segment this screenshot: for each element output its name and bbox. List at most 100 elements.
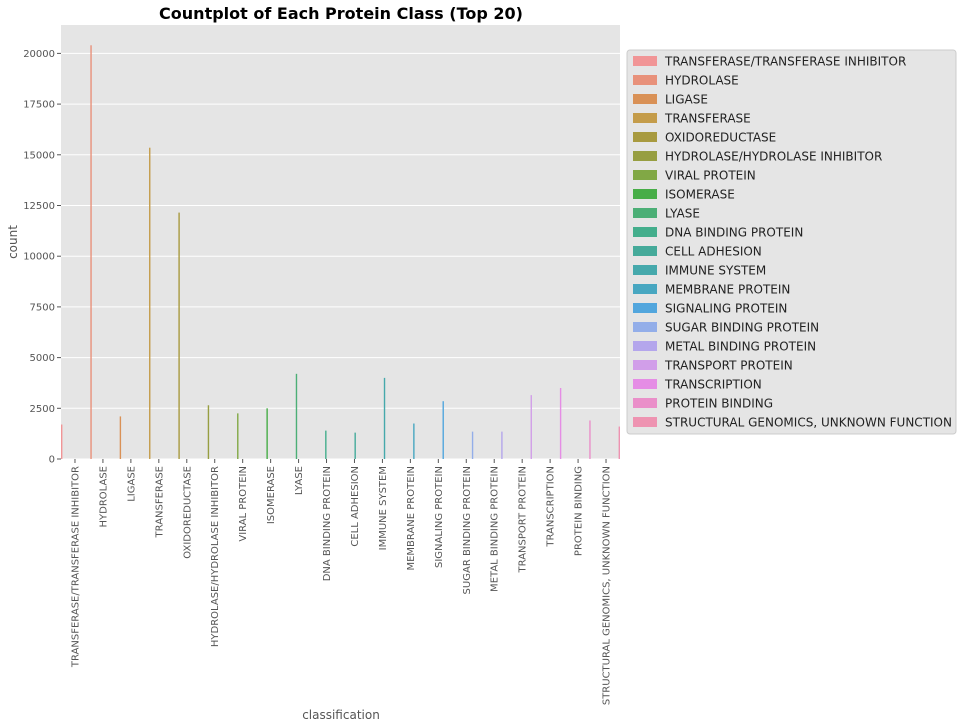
legend: TRANSFERASE/TRANSFERASE INHIBITOR HYDROLA…	[626, 49, 957, 435]
legend-label: LIGASE	[665, 93, 708, 107]
legend-swatch	[633, 75, 657, 85]
y-axis-ticks: 0 2500 5000 7500 10000 12500 15000 17500 20000	[23, 49, 61, 466]
legend-label: STRUCTURAL GENOMICS, UNKNOWN FUNCTION	[665, 416, 952, 430]
legend-label: ISOMERASE	[665, 188, 735, 202]
bar	[589, 420, 591, 459]
legend-swatch	[633, 360, 657, 370]
y-tick-label: 15000	[23, 150, 55, 161]
legend-swatch	[633, 227, 657, 237]
legend-swatch	[633, 398, 657, 408]
x-axis-label: classification	[302, 708, 380, 722]
legend-swatch	[633, 303, 657, 313]
bars	[61, 45, 620, 460]
legend-label: VIRAL PROTEIN	[665, 169, 756, 183]
y-tick-label: 10000	[23, 252, 55, 263]
bar	[266, 408, 268, 459]
y-tick-label: 12500	[23, 201, 55, 212]
legend-label: HYDROLASE	[665, 74, 739, 88]
legend-swatch	[633, 56, 657, 66]
legend-swatch	[633, 265, 657, 275]
legend-swatch	[633, 322, 657, 332]
bar	[442, 401, 444, 459]
legend-swatch	[633, 379, 657, 389]
bar	[354, 432, 356, 459]
legend-swatch	[633, 189, 657, 199]
bar	[149, 147, 151, 459]
x-tick-label: IMMUNE SYSTEM	[378, 466, 389, 550]
bar	[383, 377, 386, 459]
bar	[207, 405, 210, 459]
bar	[325, 430, 327, 459]
legend-label: SUGAR BINDING PROTEIN	[665, 321, 819, 335]
legend-swatch	[633, 284, 657, 294]
x-tick-label: TRANSFERASE/TRANSFERASE INHIBITOR	[70, 466, 81, 668]
x-tick-label: CELL ADHESION	[350, 466, 361, 547]
x-tick-label: HYDROLASE	[98, 466, 109, 527]
bar	[559, 388, 562, 459]
x-tick-label: MEMBRANE PROTEIN	[406, 466, 417, 571]
legend-label: HYDROLASE/HYDROLASE INHIBITOR	[665, 150, 882, 164]
x-tick-label: LIGASE	[126, 466, 137, 502]
bar	[501, 431, 503, 459]
y-tick-label: 7500	[30, 302, 55, 313]
legend-label: TRANSFERASE	[664, 112, 751, 126]
legend-swatch	[633, 341, 657, 351]
x-tick-label: TRANSFERASE	[154, 466, 165, 538]
x-tick-label: PROTEIN BINDING	[574, 466, 585, 556]
chart-title: Countplot of Each Protein Class (Top 20)	[159, 4, 523, 23]
legend-label: TRANSFERASE/TRANSFERASE INHIBITOR	[664, 55, 906, 69]
legend-label: TRANSPORT PROTEIN	[664, 359, 793, 373]
bar	[178, 212, 180, 459]
legend-label: DNA BINDING PROTEIN	[665, 226, 803, 240]
legend-label: LYASE	[665, 207, 700, 221]
x-tick-label: METAL BINDING PROTEIN	[490, 466, 501, 592]
bar	[295, 373, 298, 459]
y-axis-label: count	[6, 225, 20, 259]
bar	[413, 423, 415, 459]
legend-label: OXIDOREDUCTASE	[665, 131, 776, 145]
x-tick-label: LYASE	[294, 466, 305, 495]
legend-label: CELL ADHESION	[665, 245, 762, 259]
y-tick-label: 17500	[23, 100, 55, 111]
x-tick-label: TRANSPORT PROTEIN	[518, 466, 529, 573]
legend-label: TRANSCRIPTION	[664, 378, 762, 392]
legend-swatch	[633, 208, 657, 218]
y-tick-label: 5000	[30, 353, 55, 364]
legend-swatch	[633, 113, 657, 123]
bar	[61, 424, 63, 459]
legend-label: MEMBRANE PROTEIN	[665, 283, 790, 297]
bar	[471, 431, 474, 459]
y-tick-label: 2500	[30, 404, 55, 415]
x-tick-label: DNA BINDING PROTEIN	[322, 466, 333, 581]
bar	[530, 395, 532, 459]
x-tick-label: VIRAL PROTEIN	[238, 466, 249, 542]
x-tick-label: HYDROLASE/HYDROLASE INHIBITOR	[210, 466, 221, 647]
legend-swatch	[633, 151, 657, 161]
legend-swatch	[633, 417, 657, 427]
bar	[237, 413, 239, 459]
gridlines	[61, 52, 620, 460]
bar	[618, 426, 620, 459]
legend-swatch	[633, 132, 657, 142]
legend-label: METAL BINDING PROTEIN	[665, 340, 816, 354]
legend-swatch	[633, 170, 657, 180]
x-tick-label: ISOMERASE	[266, 466, 277, 524]
x-tick-label: TRANSCRIPTION	[546, 466, 557, 548]
x-tick-label: SUGAR BINDING PROTEIN	[462, 466, 473, 594]
x-tick-label: SIGNALING PROTEIN	[434, 466, 445, 568]
y-tick-label: 20000	[23, 49, 55, 60]
y-tick-label: 0	[49, 455, 55, 466]
bar	[90, 45, 92, 460]
x-tick-label: STRUCTURAL GENOMICS, UNKNOWN FUNCTION	[602, 466, 613, 705]
bar	[119, 416, 122, 459]
legend-label: SIGNALING PROTEIN	[665, 302, 787, 316]
legend-label: PROTEIN BINDING	[665, 397, 773, 411]
legend-swatch	[633, 246, 657, 256]
legend-frame	[626, 49, 957, 435]
x-tick-label: OXIDOREDUCTASE	[182, 466, 193, 559]
x-axis-ticks: TRANSFERASE/TRANSFERASE INHIBITOR HYDROLA…	[70, 459, 613, 705]
legend-swatch	[633, 94, 657, 104]
legend-label: IMMUNE SYSTEM	[665, 264, 766, 278]
plot-area	[61, 25, 620, 459]
